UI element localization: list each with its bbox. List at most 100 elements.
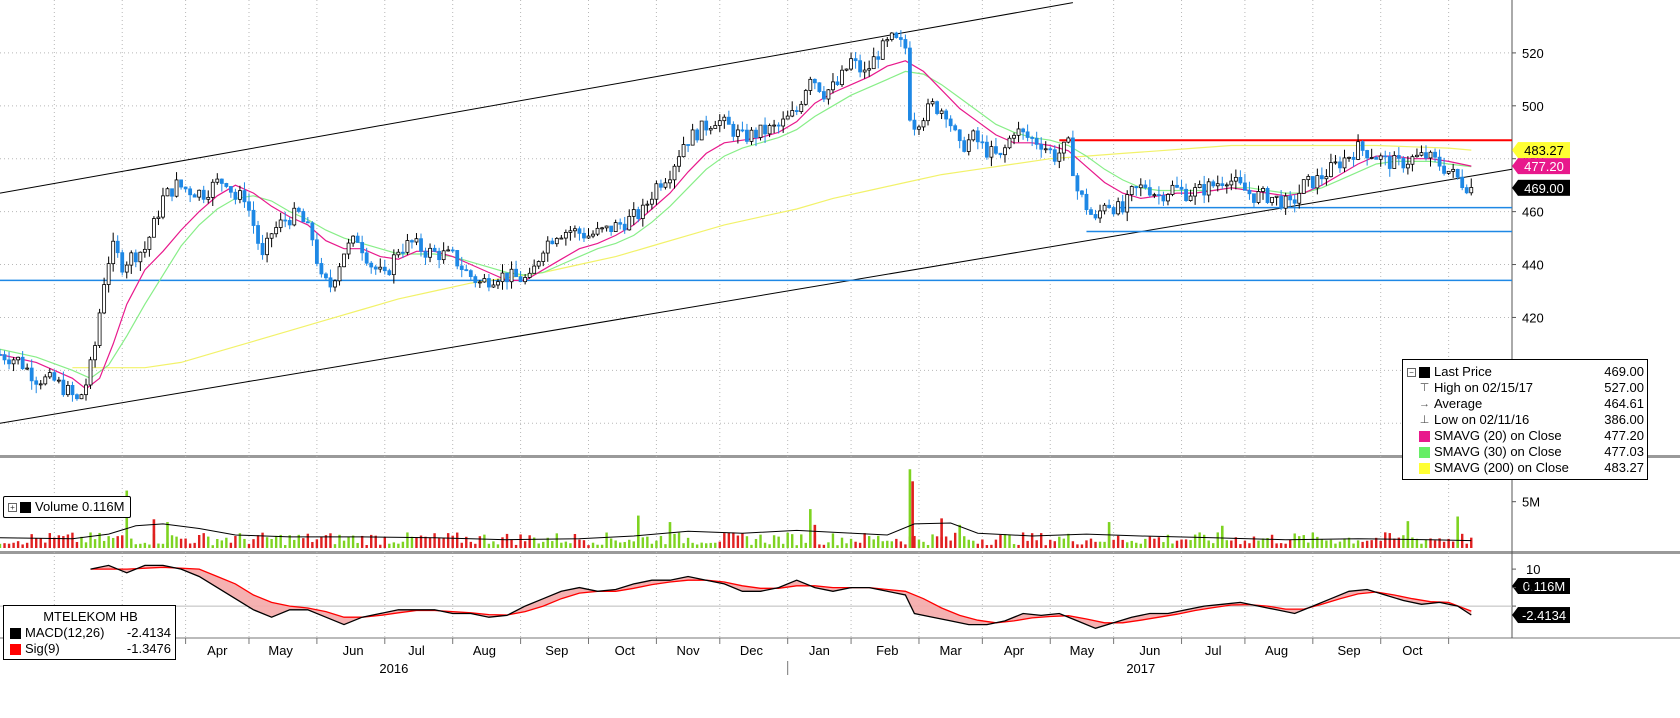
volume-bar [650,543,654,548]
volume-bar [659,535,663,548]
volume-bar [1243,540,1247,548]
candle-body [1356,141,1360,160]
candle-body [1306,176,1311,181]
candle-body [1270,196,1274,203]
high-marker-icon: ⊤ [1419,382,1430,394]
volume-bar [686,537,690,548]
volume-bar [406,532,409,548]
legend-swatch [1419,462,1430,474]
volume-bar [365,545,368,548]
volume-bar [1275,543,1278,548]
volume-bar [1003,534,1007,548]
legend-value: 386.00 [1604,412,1644,427]
volume-bar [922,541,925,548]
volume-bar [388,543,391,548]
candle-body [704,120,709,131]
volume-bar [342,540,346,548]
candle-body [582,232,586,239]
volume-bar [994,539,998,548]
candle-body [1419,152,1424,156]
volume-bar [1189,540,1192,548]
candle-body [1102,204,1107,212]
volume-bar [1116,535,1120,548]
volume-bar [1270,534,1274,548]
volume-bar [963,536,966,548]
volume-bar [379,544,382,548]
volume-bar [338,534,341,548]
sig-swatch [10,643,21,655]
candle-body [1410,156,1415,165]
candle-body [1383,155,1388,158]
candle-body [165,188,170,197]
volume-bar [496,544,500,548]
volume-bar [148,544,151,548]
volume-bar [944,536,948,548]
volume-bar [1053,541,1056,548]
candle-body [79,394,84,400]
volume-bar [170,535,174,548]
candle-body [1442,165,1446,174]
volume-bar [487,543,491,548]
candle-body [188,188,193,196]
volume-bar [587,545,590,548]
volume-bar [1438,538,1441,548]
candle-body [618,222,623,225]
volume-bar [813,524,817,548]
volume-bar [1139,543,1142,548]
volume-bar [953,532,957,548]
candle-body [84,384,88,396]
collapse-icon[interactable]: + [8,502,17,512]
candle-body [355,235,360,243]
candle-body [1387,156,1392,169]
candle-body [1279,195,1284,209]
volume-bar [917,539,921,548]
macd-value: -2.4134 [126,625,171,640]
candle-body [183,186,188,190]
candle-body [1396,155,1401,159]
volume-bar [958,524,962,548]
sma20-line [0,60,1472,390]
candle-body [1075,175,1080,192]
volume-bar [1465,543,1468,548]
volume-bar [532,537,536,548]
volume-bar [428,537,432,548]
candle-body [740,129,745,132]
volume-bar [116,536,119,548]
candle-body [1369,157,1374,159]
price-tick-label: 520 [1522,46,1544,61]
volume-bar [297,534,300,548]
low-marker-icon: ⊥ [1419,414,1430,426]
candle-body [93,345,97,361]
volume-bar [1198,532,1201,548]
volume-bar [976,543,980,548]
volume-bar [188,543,192,548]
volume-bar [202,533,205,548]
volume-bar [401,541,405,548]
candle-body [1424,152,1428,159]
volume-bar [1021,532,1025,548]
collapse-icon[interactable]: − [1407,367,1416,377]
candle-body [550,240,555,245]
candle-body [600,227,604,230]
candle-body [1392,155,1397,169]
candle-body [708,127,713,131]
volume-bar [1121,539,1124,548]
candle-body [880,40,885,60]
legend-row: ⊤ High on 02/15/17 527.00 [1407,380,1644,396]
candle-body [201,189,206,200]
volume-bar [30,534,33,548]
volume-bar [1144,538,1147,548]
volume-bar [12,542,15,548]
candle-body [763,124,767,135]
legend-row: − Last Price 469.00 [1407,364,1644,380]
candle-body [640,204,645,219]
candle-body [1048,148,1053,151]
candle-body [97,312,102,346]
volume-bar [152,519,156,548]
volume-bar [1442,541,1446,548]
volume-bar [234,536,237,548]
volume-bar [632,541,635,548]
volume-bar [1456,516,1459,548]
price-tick-label: 500 [1522,99,1544,114]
candle-body [1030,137,1035,139]
